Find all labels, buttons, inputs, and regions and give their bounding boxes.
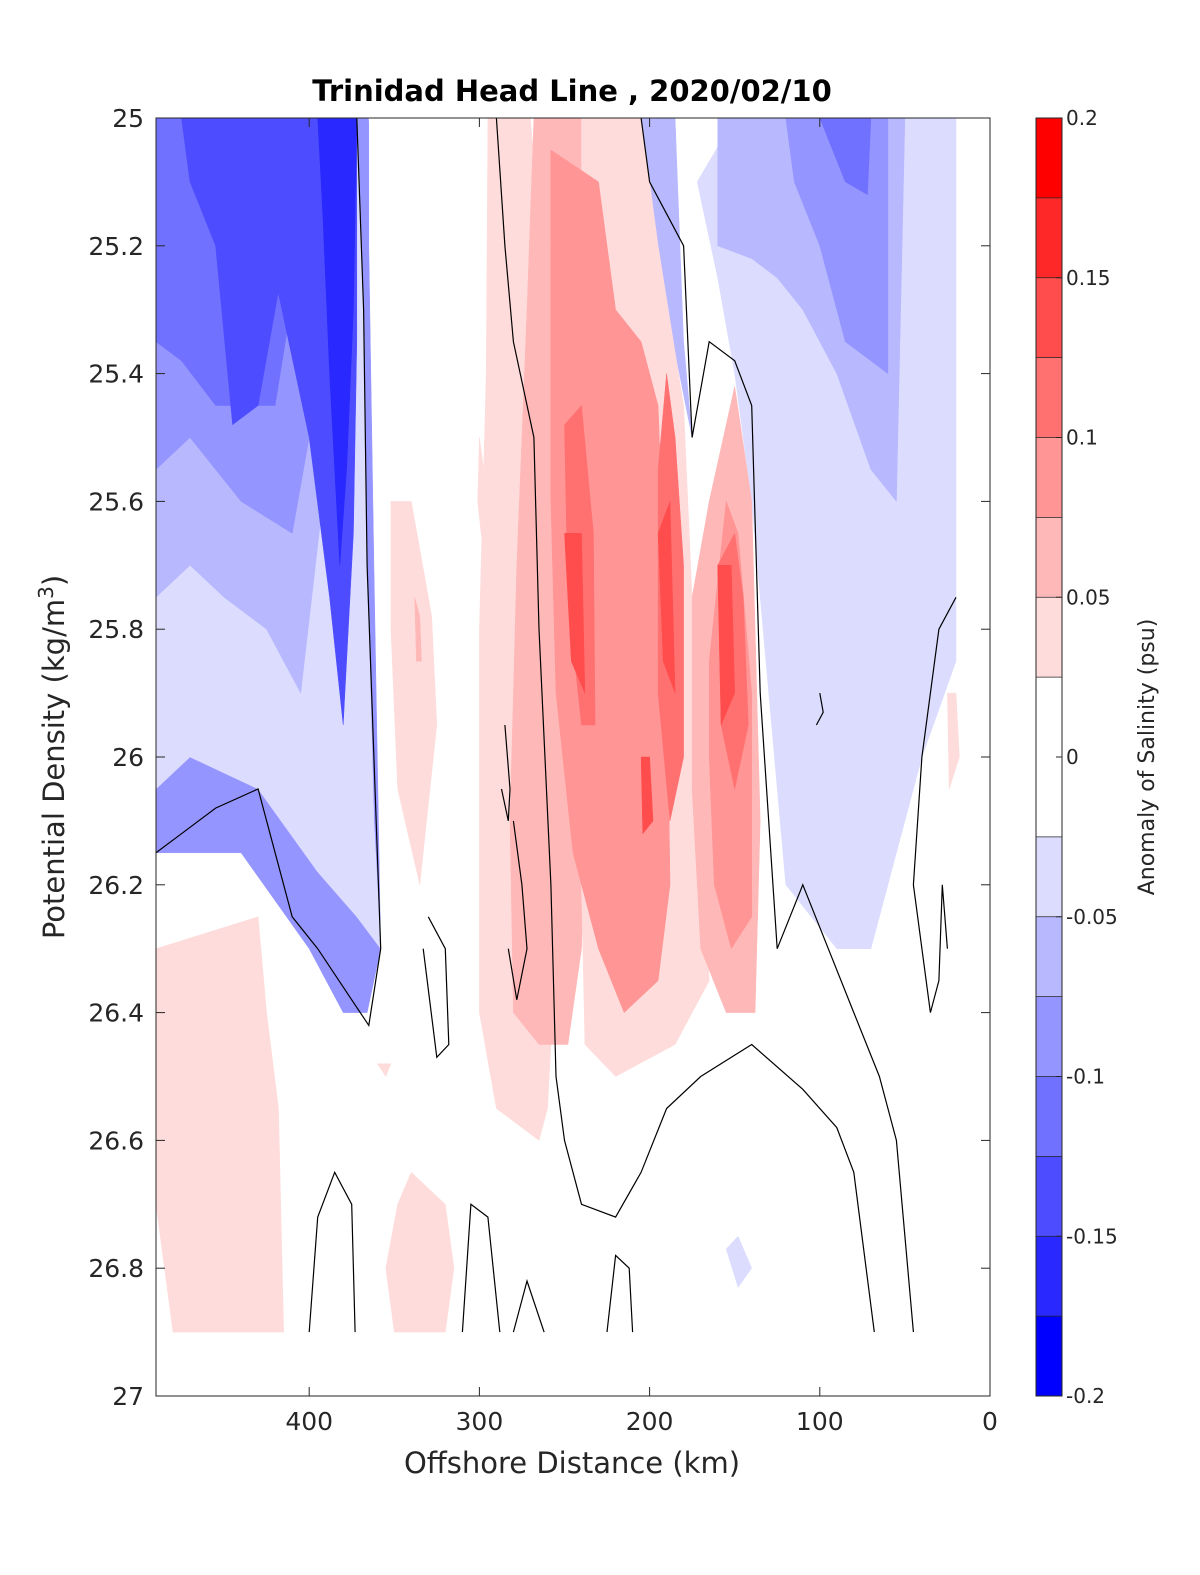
y-tick-label: 25.2 <box>88 232 144 261</box>
colorbar-tick-label: 0 <box>1066 745 1079 769</box>
plot-area: 400 300 200 100 0 25 25.2 25.4 25.6 25.8 26 26.2 26… <box>88 104 998 1436</box>
colorbar-tick-label: -0.15 <box>1066 1224 1118 1248</box>
zero-contour-5 <box>500 724 511 822</box>
colorbar-tick-label: 0.1 <box>1066 426 1098 450</box>
x-axis: 400 300 200 100 0 <box>285 118 998 1436</box>
zero-contour-2 <box>495 118 875 1333</box>
anomaly-region-30 <box>477 437 489 566</box>
colorbar-swatch <box>1036 836 1062 917</box>
anomaly-region-24 <box>564 533 586 694</box>
colorbar-swatch <box>1036 437 1062 518</box>
x-tick-label: 400 <box>285 1407 333 1436</box>
zero-contour-11 <box>606 1254 634 1333</box>
colorbar-tick-label: -0.2 <box>1066 1384 1105 1408</box>
colorbar-tick-label: 0.05 <box>1066 585 1111 609</box>
zero-contour-3 <box>640 118 914 1333</box>
colorbar-tick-label: -0.05 <box>1066 905 1118 929</box>
anomaly-region-28 <box>390 501 438 885</box>
anomaly-regions <box>156 118 960 1333</box>
colorbar-swatch <box>1036 1156 1062 1237</box>
colorbar-swatch <box>1036 996 1062 1077</box>
zero-contour-12 <box>815 692 824 726</box>
y-axis-title-main: Potential Density (kg/m <box>37 599 71 939</box>
zero-contour-6 <box>507 820 528 1000</box>
colorbar-swatch <box>1036 517 1062 598</box>
y-tick-label: 26.8 <box>88 1254 144 1283</box>
anomaly-region-13 <box>819 118 872 196</box>
anomaly-region-37 <box>921 1088 957 1269</box>
colorbar-tick-label: -0.1 <box>1066 1065 1105 1089</box>
anomaly-region-27 <box>717 565 735 726</box>
x-tick-label: 100 <box>796 1407 844 1436</box>
y-axis: 25 25.2 25.4 25.6 25.8 26 26.2 26.4 26.6 26.8 27 <box>88 104 990 1411</box>
y-tick-label: 26.6 <box>88 1126 144 1155</box>
anomaly-region-18 <box>550 149 671 1014</box>
anomaly-region-32 <box>376 1063 392 1078</box>
y-axis-title-close: ) <box>37 575 71 586</box>
colorbar-swatch <box>1036 197 1062 278</box>
anomaly-region-25 <box>657 501 676 694</box>
zero-contour-8 <box>308 1170 356 1333</box>
anomaly-region-9 <box>356 118 381 182</box>
y-tick-label: 25.6 <box>88 487 144 516</box>
x-tick-label: 0 <box>982 1407 998 1436</box>
colorbar-swatch <box>1036 916 1062 997</box>
x-axis-title: Offshore Distance (km) <box>404 1446 740 1480</box>
y-tick-label: 26 <box>112 743 144 772</box>
zero-contour-4 <box>422 916 450 1059</box>
y-tick-label: 25.8 <box>88 615 144 644</box>
colorbar-title: Anomaly of Salinity (psu) <box>1135 619 1160 896</box>
colorbar-tick-label: 0.2 <box>1066 106 1098 130</box>
y-tick-label: 27 <box>112 1382 144 1411</box>
anomaly-region-33 <box>385 1171 455 1333</box>
y-tick-label: 25 <box>112 104 144 133</box>
y-tick-label: 26.4 <box>88 999 144 1028</box>
colorbar-swatch <box>1036 1076 1062 1157</box>
anomaly-region-8 <box>317 118 358 566</box>
y-tick-label: 26.2 <box>88 871 144 900</box>
y-tick-label: 25.4 <box>88 360 144 389</box>
colorbar-swatch <box>1036 597 1062 678</box>
y-axis-title-superscript: 3 <box>34 586 58 599</box>
zero-contour-7 <box>912 597 957 1013</box>
colorbar-swatch <box>1036 357 1062 438</box>
colorbar-tick-label: 0.15 <box>1066 266 1111 290</box>
colorbar-swatch <box>1036 1236 1062 1317</box>
anomaly-region-29 <box>414 597 422 662</box>
x-tick-label: 300 <box>456 1407 504 1436</box>
anomaly-region-35 <box>649 1140 863 1333</box>
chart-title: Trinidad Head Line , 2020/02/10 <box>312 74 832 108</box>
anomaly-region-31 <box>156 916 284 1333</box>
anomaly-region-26 <box>640 756 654 835</box>
anomaly-region-34 <box>947 692 960 790</box>
zero-contour-10 <box>512 1278 545 1333</box>
anomaly-region-36 <box>725 1235 752 1288</box>
y-axis-title: Potential Density (kg/m3) <box>34 575 71 939</box>
zero-contour-1 <box>156 118 382 1028</box>
colorbar-swatch <box>1036 277 1062 358</box>
x-tick-label: 200 <box>626 1407 674 1436</box>
zero-contours <box>156 118 957 1333</box>
zero-contour-9 <box>461 1203 501 1333</box>
colorbar-ticks: 0.2 0.15 0.1 0.05 0 -0.05 -0.1 -0.15 -0.2 <box>1056 106 1118 1408</box>
colorbar-swatch <box>1036 1316 1062 1396</box>
colorbar: 0.2 0.15 0.1 0.05 0 -0.05 -0.1 -0.15 -0.2 Anomal… <box>1035 106 1160 1408</box>
colorbar-swatch <box>1036 118 1062 198</box>
